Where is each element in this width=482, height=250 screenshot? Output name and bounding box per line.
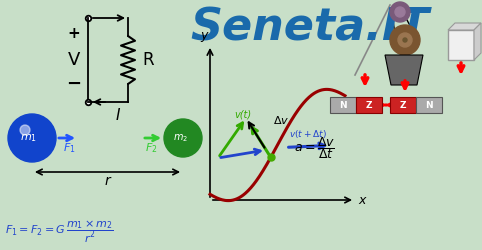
Text: −: −	[67, 75, 81, 93]
FancyBboxPatch shape	[390, 97, 416, 113]
FancyBboxPatch shape	[416, 97, 442, 113]
Circle shape	[403, 38, 407, 42]
Text: I: I	[116, 108, 120, 124]
Text: r: r	[105, 174, 110, 188]
Polygon shape	[474, 23, 481, 60]
Circle shape	[390, 25, 420, 55]
Circle shape	[8, 114, 56, 162]
Text: N: N	[425, 100, 433, 110]
Polygon shape	[448, 23, 481, 30]
Circle shape	[164, 119, 202, 157]
Circle shape	[398, 33, 412, 47]
Text: $F_2$: $F_2$	[145, 141, 157, 155]
Circle shape	[20, 125, 30, 135]
FancyBboxPatch shape	[448, 30, 474, 60]
Text: Seneta.IT: Seneta.IT	[190, 6, 429, 50]
Text: $m_1$: $m_1$	[20, 132, 38, 144]
Text: $a = \dfrac{\Delta v}{\Delta t}$: $a = \dfrac{\Delta v}{\Delta t}$	[295, 135, 335, 161]
Text: Z: Z	[400, 100, 406, 110]
FancyBboxPatch shape	[330, 97, 356, 113]
Text: $m_2$: $m_2$	[174, 132, 188, 144]
Text: v(t): v(t)	[234, 109, 251, 119]
Text: N: N	[339, 100, 347, 110]
Text: Z: Z	[366, 100, 372, 110]
Text: $F_1 = F_2 = G\,\dfrac{m_1 \times m_2}{r^2}$: $F_1 = F_2 = G\,\dfrac{m_1 \times m_2}{r…	[5, 219, 114, 245]
Text: V: V	[68, 51, 80, 69]
Text: $v(t+\Delta t)$: $v(t+\Delta t)$	[289, 128, 327, 140]
Text: +: +	[67, 26, 80, 40]
FancyBboxPatch shape	[356, 97, 382, 113]
Circle shape	[395, 7, 405, 17]
Polygon shape	[385, 55, 423, 85]
Text: y: y	[201, 29, 208, 42]
Text: x: x	[358, 194, 365, 206]
Text: R: R	[142, 51, 154, 69]
Circle shape	[390, 2, 410, 22]
Text: $\Delta v$: $\Delta v$	[273, 114, 289, 126]
Text: $F_1$: $F_1$	[63, 141, 75, 155]
